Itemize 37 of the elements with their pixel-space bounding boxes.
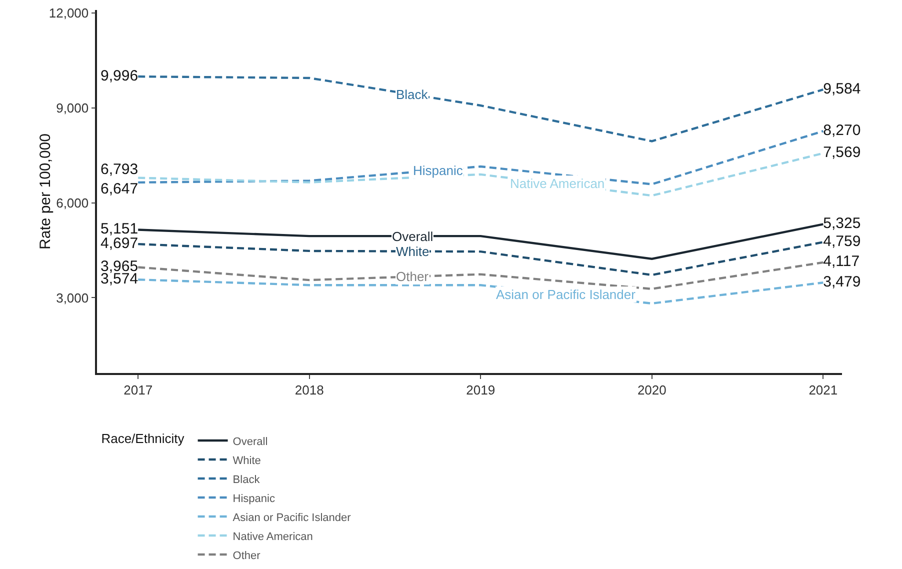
- data-label: 4,697: [100, 234, 138, 252]
- x-tick-label: 2021: [808, 382, 838, 398]
- data-label: 5,151: [100, 220, 138, 238]
- data-label: 6,647: [100, 180, 138, 198]
- data-label: 3,479: [823, 273, 861, 290]
- x-tick-label: 2017: [124, 382, 153, 398]
- data-label: 9,996: [100, 67, 138, 84]
- data-label: 4,759: [823, 232, 861, 250]
- data-label: 5,325: [823, 214, 861, 232]
- y-axis-title: Rate per 100,000: [37, 134, 54, 250]
- data-label: 9,584: [823, 80, 861, 98]
- annotation: Black: [396, 87, 428, 102]
- legend-title: Race/Ethnicity: [101, 430, 185, 446]
- x-tick-label: 2019: [466, 382, 496, 398]
- data-label: 7,569: [823, 144, 861, 162]
- legend-label: Asian or Pacific Islander: [232, 512, 352, 524]
- y-tick-label: 12,000: [48, 6, 89, 21]
- legend-label: Native American: [232, 530, 313, 543]
- y-tick-label: 6,000: [56, 195, 89, 210]
- y-tick-label: 3,000: [56, 290, 89, 306]
- legend-label: White: [232, 454, 261, 467]
- y-tick-label: 9,000: [56, 100, 89, 116]
- legend-label: Hispanic: [232, 492, 276, 505]
- annotation: Other: [396, 269, 430, 284]
- data-label: 4,117: [823, 253, 860, 270]
- annotation: Overall: [392, 229, 434, 244]
- legend-label: Other: [232, 550, 261, 562]
- data-label: 6,793: [100, 161, 138, 178]
- annotation: White: [396, 244, 430, 259]
- legend-label: Overall: [232, 436, 268, 448]
- x-tick-label: 2020: [637, 382, 666, 398]
- x-tick-label: 2018: [294, 382, 324, 398]
- data-label: 8,270: [823, 122, 861, 139]
- legend-label: Black: [232, 474, 260, 486]
- annotation: Hispanic: [413, 163, 464, 178]
- annotation: Asian or Pacific Islander: [496, 287, 636, 302]
- annotation: Native American: [510, 176, 605, 191]
